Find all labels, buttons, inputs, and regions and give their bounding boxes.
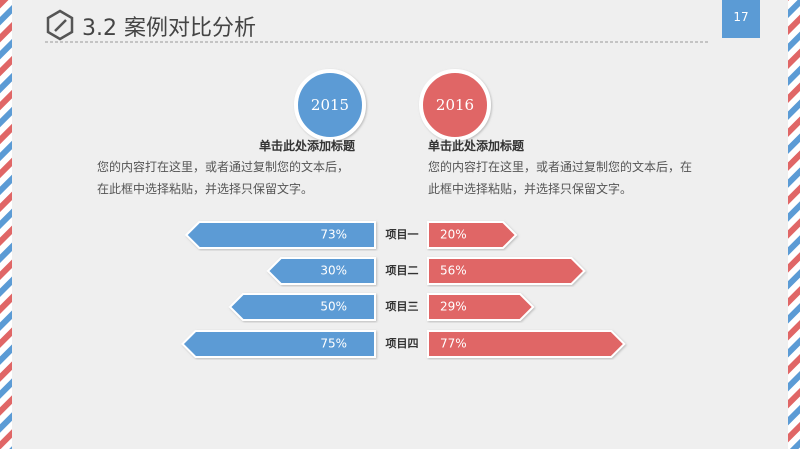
bar (184, 221, 376, 249)
value-label: 75% (320, 337, 347, 351)
year-circle (419, 69, 491, 141)
border-stripe (0, 0, 12, 449)
bar (427, 221, 518, 249)
category-label: 项目二 (386, 264, 419, 277)
page-number: 17 (722, 0, 760, 38)
title-icon (46, 9, 74, 41)
bar (427, 330, 626, 358)
body-text: 您的内容打在这里，或者通过复制您的文本后，在此框中选择粘贴，并选择只保留文字。 (428, 160, 693, 196)
bar (427, 257, 586, 285)
heading: 单击此处添加标题 (428, 139, 525, 153)
border-stripe (788, 0, 800, 449)
value-label: 50% (320, 300, 347, 314)
year-label: 2016 (436, 96, 474, 114)
category-label: 项目一 (386, 228, 419, 241)
bar (266, 257, 376, 285)
value-label: 30% (320, 264, 347, 278)
value-label: 29% (440, 300, 467, 314)
value-label: 77% (440, 337, 467, 351)
title: 3.2 案例对比分析 (82, 16, 256, 41)
bar (427, 293, 535, 321)
category-label: 项目四 (386, 337, 419, 350)
value-label: 56% (440, 264, 467, 278)
value-label: 73% (320, 228, 347, 242)
bar (181, 330, 376, 358)
year-label: 2015 (311, 96, 349, 114)
value-label: 20% (440, 228, 467, 242)
year-circle (294, 69, 366, 141)
bar (228, 293, 376, 321)
category-label: 项目三 (386, 300, 419, 313)
title-icon (54, 19, 67, 32)
body-text: 您的内容打在这里，或者通过复制您的文本后，在此框中选择粘贴，并选择只保留文字。 (97, 160, 350, 196)
heading: 单击此处添加标题 (258, 139, 355, 153)
